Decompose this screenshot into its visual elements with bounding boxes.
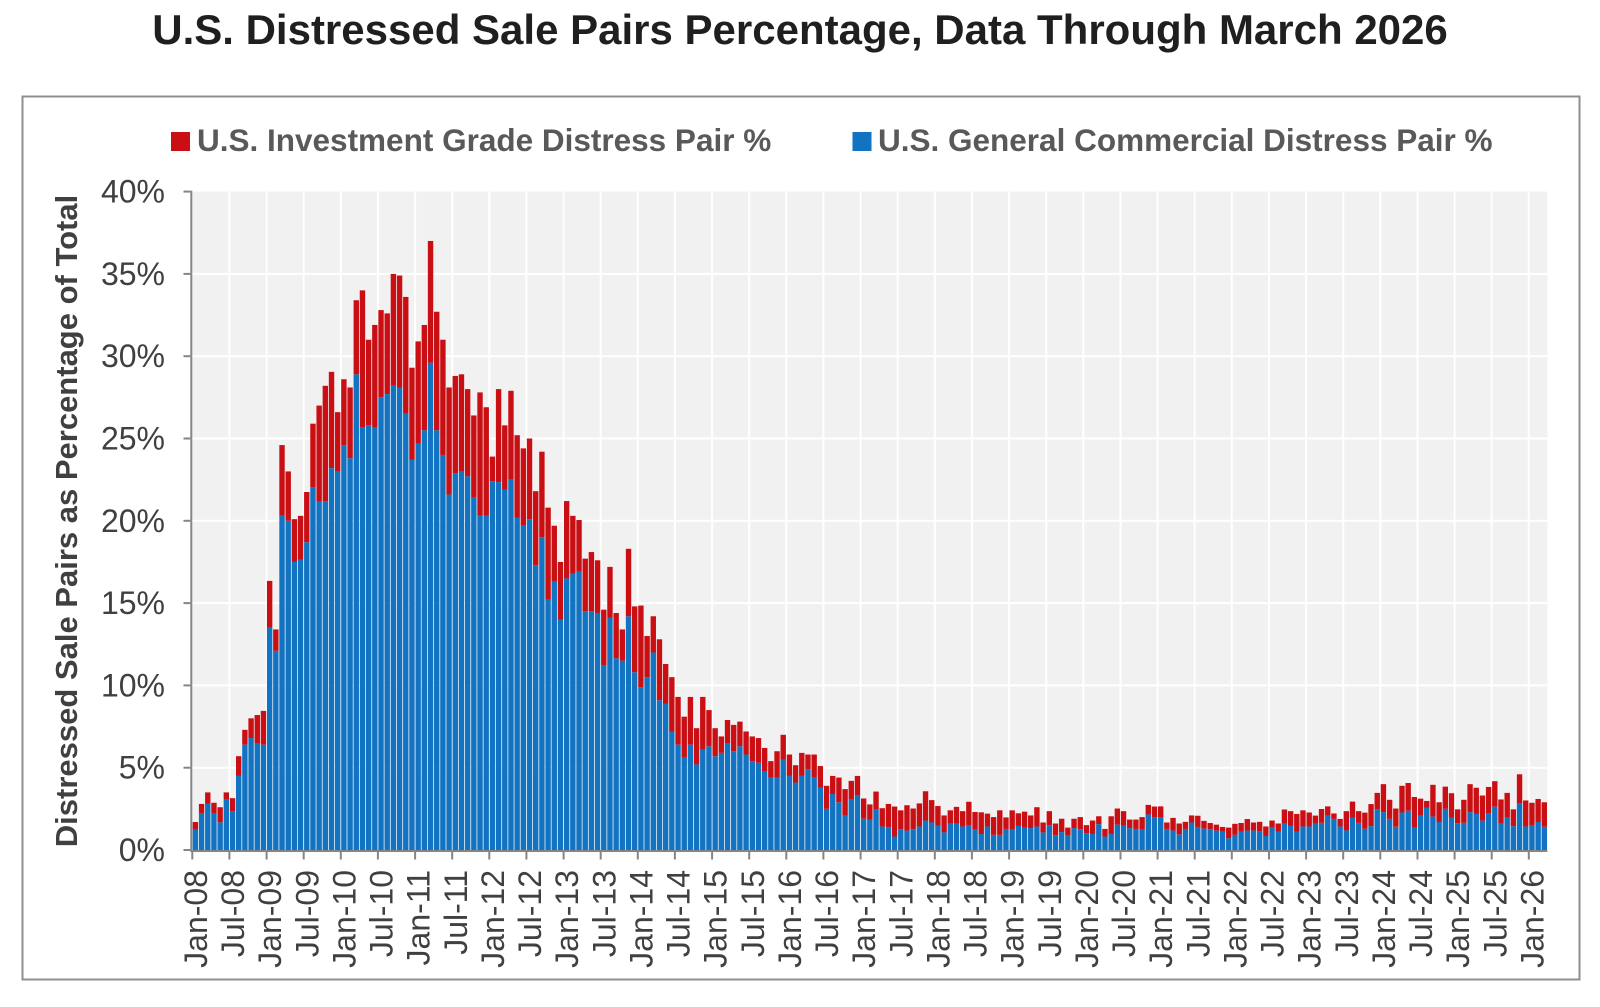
svg-text:Jul-12: Jul-12 — [512, 870, 548, 957]
svg-text:Jul-22: Jul-22 — [1255, 870, 1291, 957]
svg-text:10%: 10% — [101, 667, 165, 703]
svg-text:Jul-21: Jul-21 — [1180, 870, 1216, 957]
svg-text:Jan-11: Jan-11 — [401, 870, 437, 965]
svg-text:Jul-10: Jul-10 — [364, 870, 400, 957]
svg-text:Jul-17: Jul-17 — [883, 870, 919, 957]
svg-text:Jan-19: Jan-19 — [995, 870, 1031, 968]
svg-text:Jan-20: Jan-20 — [1069, 870, 1105, 968]
svg-text:Jul-13: Jul-13 — [586, 870, 622, 957]
svg-text:25%: 25% — [101, 421, 165, 457]
svg-text:Jan-26: Jan-26 — [1514, 870, 1550, 968]
svg-text:Jul-09: Jul-09 — [289, 870, 325, 957]
svg-text:Jan-09: Jan-09 — [252, 870, 288, 968]
svg-text:Jul-23: Jul-23 — [1329, 870, 1365, 957]
svg-text:Jan-15: Jan-15 — [698, 870, 734, 968]
svg-text:U.S. Distressed Sale Pairs Per: U.S. Distressed Sale Pairs Percentage, D… — [152, 6, 1448, 53]
svg-text:Jul-15: Jul-15 — [735, 870, 771, 957]
svg-text:Jul-25: Jul-25 — [1477, 870, 1513, 957]
svg-text:20%: 20% — [101, 503, 165, 539]
svg-text:40%: 40% — [101, 174, 165, 210]
svg-text:Jul-19: Jul-19 — [1032, 870, 1068, 957]
svg-text:Jul-11: Jul-11 — [438, 870, 474, 955]
svg-text:35%: 35% — [101, 256, 165, 292]
svg-text:Jan-13: Jan-13 — [549, 870, 585, 968]
svg-text:Jan-08: Jan-08 — [178, 870, 214, 968]
svg-text:30%: 30% — [101, 338, 165, 374]
svg-text:Jan-14: Jan-14 — [623, 870, 659, 968]
svg-text:Jan-10: Jan-10 — [326, 870, 362, 968]
svg-text:Jul-14: Jul-14 — [661, 870, 697, 957]
svg-text:Jan-25: Jan-25 — [1440, 870, 1476, 968]
svg-text:Jan-23: Jan-23 — [1292, 870, 1328, 968]
svg-text:Jan-24: Jan-24 — [1366, 870, 1402, 968]
svg-text:Jan-17: Jan-17 — [846, 870, 882, 968]
svg-text:Distressed Sale Pairs as Perce: Distressed Sale Pairs as Percentage of T… — [49, 195, 84, 847]
svg-text:0%: 0% — [119, 832, 165, 868]
svg-text:Jan-16: Jan-16 — [772, 870, 808, 968]
svg-text:Jul-16: Jul-16 — [809, 870, 845, 957]
svg-text:U.S. General Commercial Distre: U.S. General Commercial Distress Pair % — [878, 122, 1493, 158]
svg-text:Jan-18: Jan-18 — [920, 870, 956, 968]
svg-text:15%: 15% — [101, 585, 165, 621]
svg-text:5%: 5% — [119, 750, 165, 786]
svg-text:Jan-21: Jan-21 — [1143, 870, 1179, 968]
svg-text:U.S. Investment Grade Distress: U.S. Investment Grade Distress Pair % — [197, 122, 771, 158]
svg-text:Jan-22: Jan-22 — [1217, 870, 1253, 968]
svg-text:Jul-18: Jul-18 — [958, 870, 994, 957]
svg-text:Jul-08: Jul-08 — [215, 870, 251, 957]
svg-text:Jul-20: Jul-20 — [1106, 870, 1142, 957]
svg-text:Jul-24: Jul-24 — [1403, 870, 1439, 957]
svg-text:Jan-12: Jan-12 — [475, 870, 511, 968]
